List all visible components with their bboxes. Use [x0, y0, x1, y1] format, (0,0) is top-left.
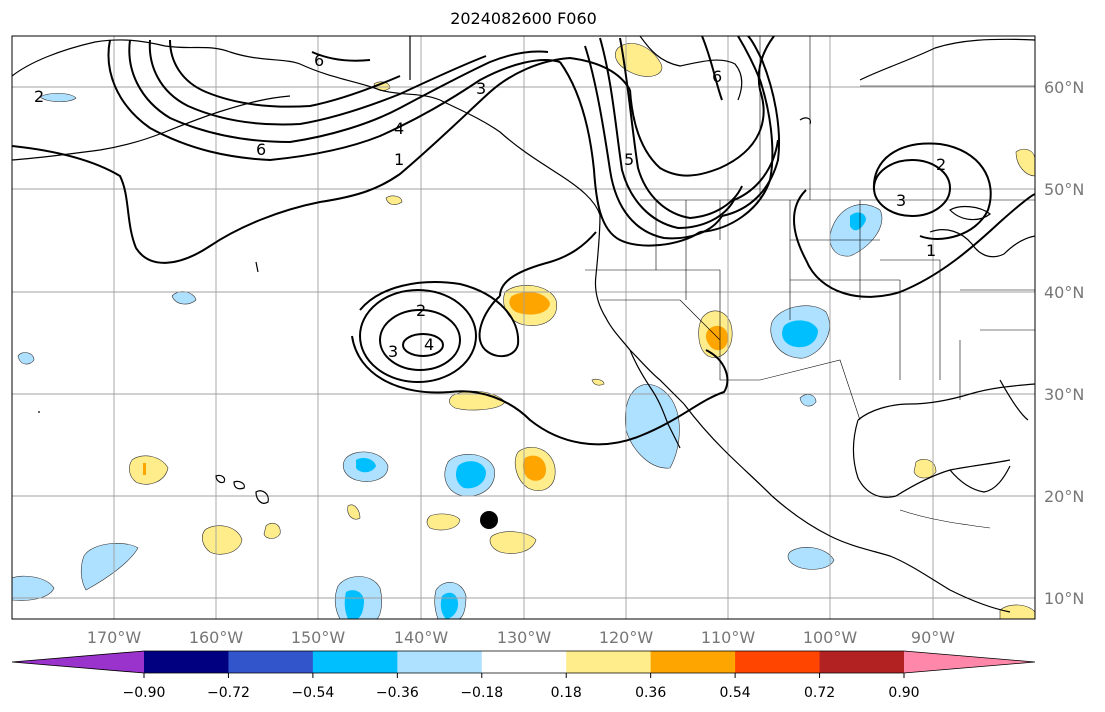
colorbar-tick-label: −0.36 [376, 685, 419, 701]
colorbar-segment [481, 651, 567, 673]
positive-patch [426, 513, 461, 531]
negative-patch [344, 590, 364, 619]
positive-patch [489, 531, 537, 554]
colorbar-tick-label: −0.90 [123, 685, 166, 701]
colorbar: −0.90 −0.72 −0.54 −0.36 −0.18 0.18 0.36 0.54 0.7… [11, 650, 1036, 701]
colorbar-extend-high [904, 651, 1035, 673]
lon-label-120w: 120°W [599, 628, 654, 647]
positive-patch [615, 43, 663, 77]
colorbar-tick-label: 0.36 [635, 685, 666, 701]
positive-patch [705, 325, 728, 351]
colorbar-segment [566, 651, 652, 673]
lon-label-160w: 160°W [189, 628, 244, 647]
positive-patch [263, 522, 281, 539]
negative-patch [456, 461, 486, 489]
negative-patch [624, 384, 680, 469]
contours [12, 36, 1035, 446]
colorbar-segment [735, 651, 821, 673]
negative-patch [80, 543, 139, 591]
positive-patch [129, 455, 169, 485]
negative-patch [782, 320, 818, 348]
storm-center-dot [480, 511, 498, 529]
latitude-labels: 60°N 50°N 40°N 30°N 20°N 10°N [1044, 78, 1084, 608]
colorbar-tick-label: −0.72 [207, 685, 250, 701]
contour-label: 3 [476, 79, 486, 98]
contour-label: 4 [394, 119, 404, 138]
colorbar-segment [397, 651, 483, 673]
colorbar-tick-label: 0.90 [888, 685, 919, 701]
lat-label-40: 40°N [1044, 283, 1084, 302]
map-border [11, 35, 1036, 620]
lat-label-60: 60°N [1044, 78, 1084, 97]
lon-label-100w: 100°W [803, 628, 858, 647]
lat-label-10: 10°N [1044, 589, 1084, 608]
colorbar-tick-label: 0.72 [804, 685, 835, 701]
negative-patch [39, 93, 77, 102]
colorbar-segment [312, 651, 398, 673]
lon-label-90w: 90°W [911, 628, 955, 647]
colorbar-segment [144, 651, 229, 673]
negative-patch [850, 212, 866, 231]
positive-patch [1015, 148, 1035, 177]
contour-label: 3 [896, 191, 906, 210]
colorbar-extend-low [12, 651, 144, 673]
contour-label: 5 [624, 150, 634, 169]
colorbar-tick-label: 0.54 [720, 685, 751, 701]
positive-patch [201, 525, 243, 555]
contour-label: 1 [394, 150, 404, 169]
contour-label: 1 [926, 241, 936, 260]
colorbar-segment [228, 651, 314, 673]
contour-labels: 2 6 6 4 1 3 2 3 4 6 2 3 1 5 [34, 51, 946, 361]
negative-patch [356, 458, 376, 473]
colorbar-tick-label: 0.18 [551, 685, 582, 701]
lat-label-20: 20°N [1044, 487, 1084, 506]
map-panel: 2 6 6 4 1 3 2 3 4 6 2 3 1 5 [12, 36, 1035, 619]
colorbar-tick-label: −0.18 [460, 685, 503, 701]
negative-patch [12, 575, 55, 601]
lat-label-30: 30°N [1044, 385, 1084, 404]
contour-label: 6 [314, 51, 324, 70]
negative-patch [17, 352, 35, 365]
lon-label-130w: 130°W [497, 628, 552, 647]
contour-label: 6 [712, 67, 722, 86]
lat-label-50: 50°N [1044, 180, 1084, 199]
lon-label-170w: 170°W [87, 628, 142, 647]
gridlines [12, 36, 1035, 619]
contour-label: 2 [936, 155, 946, 174]
negative-patch [799, 394, 817, 407]
lon-label-150w: 150°W [291, 628, 346, 647]
negative-patch [787, 547, 835, 570]
positive-patch [385, 195, 403, 205]
positive-patch [913, 459, 937, 479]
map-title: 2024082600 F060 [450, 9, 597, 28]
longitude-labels: 170°W 160°W 150°W 140°W 130°W 120°W 110°… [87, 628, 955, 647]
colorbar-tick-label: −0.54 [291, 685, 334, 701]
contour-label: 6 [256, 140, 266, 159]
lon-label-140w: 140°W [394, 628, 449, 647]
negative-patch [440, 592, 458, 619]
colorbar-segment [650, 651, 736, 673]
contour-label: 2 [34, 87, 44, 106]
contour-label: 3 [388, 342, 398, 361]
lon-label-110w: 110°W [701, 628, 756, 647]
contour-label: 4 [424, 335, 434, 354]
positive-patch [522, 455, 546, 481]
positive-patch [999, 604, 1035, 619]
contour-label: 2 [416, 301, 426, 320]
positive-patch [347, 504, 361, 520]
positive-patch [591, 378, 605, 386]
positive-patch [509, 292, 550, 315]
colorbar-segment [819, 651, 905, 673]
